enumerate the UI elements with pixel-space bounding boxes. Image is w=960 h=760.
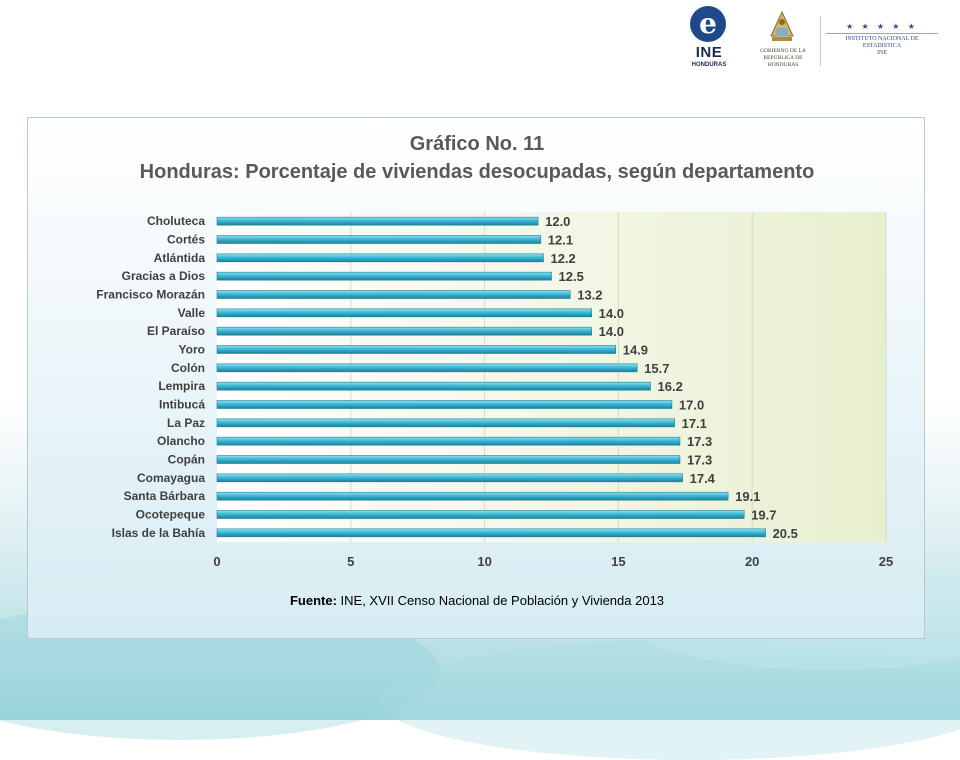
chart-subtitle: Honduras: Porcentaje de viviendas desocu… bbox=[139, 161, 815, 183]
bar-value-label: 12.2 bbox=[550, 251, 575, 266]
source-text: INE, XVII Censo Nacional de Población y … bbox=[336, 593, 665, 608]
category-label: Lempira bbox=[158, 379, 205, 393]
bar bbox=[216, 345, 617, 354]
bar-value-label: 16.2 bbox=[658, 379, 683, 394]
bar-value-label: 17.3 bbox=[687, 434, 712, 449]
logo-divider bbox=[820, 16, 821, 66]
bar bbox=[216, 290, 571, 299]
bar-value-label: 15.7 bbox=[644, 361, 669, 376]
bar-value-label: 20.5 bbox=[773, 526, 798, 541]
bar-value-label: 14.0 bbox=[599, 306, 624, 321]
institute-emblem: ★ ★ ★ ★ ★ INSTITUTO NACIONAL DE ESTADÍST… bbox=[826, 22, 938, 57]
bar bbox=[216, 418, 675, 428]
category-label: Comayagua bbox=[137, 471, 205, 485]
seal-text-line: REPÚBLICA DE HONDURAS bbox=[763, 55, 803, 68]
bar-value-label: 13.2 bbox=[577, 288, 602, 303]
bar bbox=[216, 528, 766, 538]
category-label: Colón bbox=[171, 361, 205, 375]
chart-title: Gráfico No. 11 bbox=[409, 133, 545, 155]
x-tick-label: 25 bbox=[879, 554, 893, 569]
plot-area bbox=[217, 212, 886, 542]
institute-rule bbox=[826, 33, 938, 34]
coat-of-arms-icon bbox=[770, 10, 794, 41]
bar bbox=[216, 400, 673, 409]
bar bbox=[216, 326, 592, 336]
category-label: Choluteca bbox=[147, 214, 205, 228]
category-label: La Paz bbox=[167, 416, 205, 430]
bar-value-label: 14.0 bbox=[599, 324, 624, 339]
category-label: Islas de la Bahía bbox=[112, 526, 206, 540]
category-label: Cortés bbox=[167, 233, 205, 247]
category-label: Copán bbox=[168, 453, 205, 467]
bar bbox=[216, 381, 651, 391]
chart-source: Fuente: INE, XVII Censo Nacional de Pobl… bbox=[28, 593, 926, 608]
bar-value-label: 12.5 bbox=[559, 269, 584, 284]
bar bbox=[216, 436, 681, 446]
bar bbox=[216, 253, 544, 263]
institute-name-line: INSTITUTO NACIONAL DE bbox=[845, 36, 919, 42]
bar-value-label: 19.1 bbox=[735, 489, 760, 504]
bar-value-label: 19.7 bbox=[751, 508, 776, 523]
bar-value-label: 14.9 bbox=[623, 343, 648, 358]
x-tick-label: 10 bbox=[477, 554, 491, 569]
source-label: Fuente: bbox=[289, 593, 337, 608]
category-label: Gracias a Dios bbox=[122, 269, 206, 283]
institute-name-line: ESTADÍSTICA bbox=[862, 43, 902, 49]
header-logos: e INE HONDURAS GOBIERNO DE LA REPÚBLICA … bbox=[688, 6, 948, 76]
bar-value-label: 17.4 bbox=[690, 471, 716, 486]
bar bbox=[216, 491, 729, 501]
chart-panel: Gráfico No. 11 Honduras: Porcentaje de v… bbox=[27, 117, 925, 639]
category-label: Atlántida bbox=[154, 251, 206, 265]
bar-value-label: 17.3 bbox=[687, 453, 712, 468]
bar-value-label: 17.0 bbox=[679, 398, 704, 413]
bar-chart: 12.0 Choluteca 12.1 Cortés 12.2 Atlántida 12.5… bbox=[96, 212, 893, 569]
seal-text-line: GOBIERNO DE LA bbox=[760, 48, 806, 54]
x-tick-label: 0 bbox=[213, 554, 220, 569]
institute-name-line: INE bbox=[877, 50, 887, 56]
bar bbox=[216, 363, 638, 373]
category-label: El Paraíso bbox=[147, 324, 205, 338]
x-tick-label: 5 bbox=[347, 554, 354, 569]
government-seal: GOBIERNO DE LA REPÚBLICA DE HONDURAS bbox=[748, 10, 818, 72]
x-tick-label: 15 bbox=[611, 554, 625, 569]
bar bbox=[216, 510, 745, 519]
bar-value-label: 12.0 bbox=[545, 214, 570, 229]
bar bbox=[216, 473, 683, 483]
category-label: Valle bbox=[178, 306, 206, 320]
stars-icon: ★ ★ ★ ★ ★ bbox=[846, 22, 918, 31]
category-label: Olancho bbox=[157, 434, 205, 448]
bar bbox=[216, 235, 542, 244]
bar bbox=[216, 308, 592, 318]
x-tick-label: 20 bbox=[745, 554, 759, 569]
bar bbox=[216, 271, 552, 281]
category-label: Yoro bbox=[179, 343, 205, 357]
category-label: Intibucá bbox=[159, 398, 205, 412]
bar bbox=[216, 216, 539, 226]
ine-logo-mark: e bbox=[690, 6, 726, 42]
category-label: Santa Bárbara bbox=[124, 489, 206, 503]
category-label: Ocotepeque bbox=[136, 508, 206, 522]
bar bbox=[216, 455, 681, 464]
category-label: Francisco Morazán bbox=[96, 288, 205, 302]
bar-value-label: 17.1 bbox=[682, 416, 707, 431]
bar-value-label: 12.1 bbox=[548, 233, 573, 248]
ine-logo: e INE HONDURAS bbox=[688, 6, 730, 72]
ine-logo-text: INE bbox=[695, 44, 723, 61]
ine-logo-subtext: HONDURAS bbox=[691, 62, 727, 68]
